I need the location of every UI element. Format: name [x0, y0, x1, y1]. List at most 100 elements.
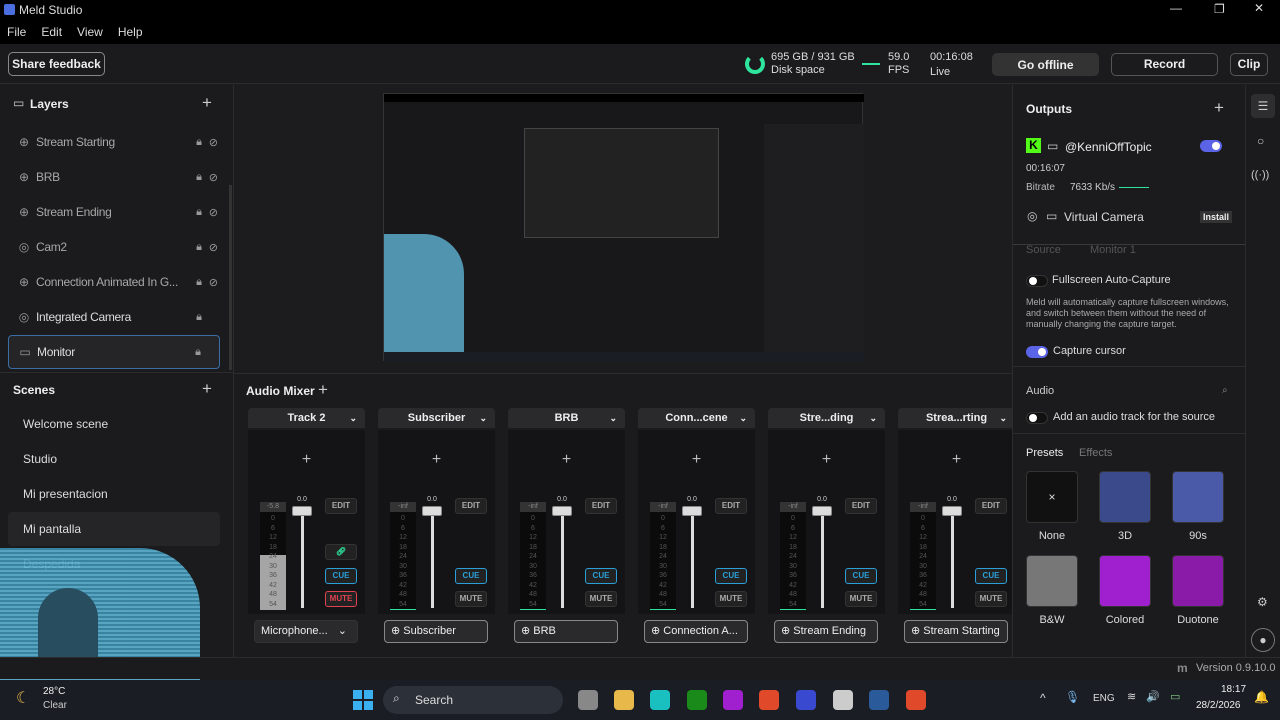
menu-view[interactable]: View — [77, 25, 103, 39]
preset-thumbnail[interactable] — [1172, 471, 1224, 523]
steam-icon[interactable] — [869, 690, 889, 710]
app-icon[interactable] — [833, 690, 853, 710]
properties-icon[interactable]: ☰ — [1251, 94, 1275, 118]
menu-edit[interactable]: Edit — [41, 25, 63, 39]
edit-button[interactable]: EDIT — [585, 498, 617, 514]
mute-button[interactable]: MUTE — [585, 591, 617, 607]
volume-fader-track[interactable] — [431, 512, 434, 608]
edit-button[interactable]: EDIT — [455, 498, 487, 514]
add-filter-button[interactable]: + — [378, 430, 495, 490]
share-feedback-button[interactable]: Share feedback — [8, 52, 105, 76]
volume-fader-track[interactable] — [561, 512, 564, 608]
mute-button[interactable]: MUTE — [715, 591, 747, 607]
lock-icon[interactable]: 🔒︎ — [196, 275, 202, 288]
track-source-button[interactable]: ⊕ Stream Starting — [904, 620, 1008, 643]
edit-button[interactable]: EDIT — [325, 498, 357, 514]
volume-fader-handle[interactable] — [682, 506, 702, 516]
preset-thumbnail[interactable] — [1026, 555, 1078, 607]
file-explorer-icon[interactable] — [614, 690, 634, 710]
clock-date[interactable]: 28/2/2026 — [1196, 700, 1241, 711]
mute-button[interactable]: MUTE — [975, 591, 1007, 607]
volume-fader-handle[interactable] — [942, 506, 962, 516]
cue-button[interactable]: CUE — [715, 568, 747, 584]
cue-button[interactable]: CUE — [585, 568, 617, 584]
scene-item[interactable]: Welcome scene — [8, 407, 220, 441]
track-header[interactable]: Conn...cene ⌄ — [638, 408, 755, 428]
layer-item[interactable]: ⊕ Stream Starting 🔒︎ ⊘ — [8, 125, 220, 159]
volume-fader-handle[interactable] — [812, 506, 832, 516]
add-filter-button[interactable]: + — [508, 430, 625, 490]
lock-icon[interactable]: 🔒︎ — [196, 240, 202, 253]
layer-item[interactable]: ▭ Monitor 🔒︎ — [8, 335, 220, 369]
account-avatar-icon[interactable]: ● — [1251, 628, 1275, 652]
preview-canvas[interactable] — [234, 85, 1012, 373]
add-filter-button[interactable]: + — [768, 430, 885, 490]
chevron-down-icon[interactable]: ⌄ — [479, 413, 487, 423]
broadcast-icon[interactable]: ((·)) — [1251, 169, 1270, 181]
minimize-button[interactable]: — — [1170, 1, 1182, 15]
lock-icon[interactable]: 🔒︎ — [195, 345, 201, 358]
add-layer-button[interactable]: + — [202, 93, 212, 112]
cue-button[interactable]: CUE — [845, 568, 877, 584]
menu-help[interactable]: Help — [117, 25, 143, 39]
clip-button[interactable]: Clip — [1230, 53, 1268, 76]
mute-button[interactable]: MUTE — [845, 591, 877, 607]
track-source-button[interactable]: ⊕ Stream Ending — [774, 620, 878, 643]
lock-icon[interactable]: 🔒︎ — [196, 170, 202, 183]
language-indicator[interactable]: ENG — [1093, 693, 1115, 704]
lock-icon[interactable]: 🔒︎ — [196, 135, 202, 148]
taskbar-search[interactable]: ⌕ Search — [383, 686, 563, 714]
edit-button[interactable]: EDIT — [975, 498, 1007, 514]
add-scene-button[interactable]: + — [202, 379, 212, 398]
edit-button[interactable]: EDIT — [715, 498, 747, 514]
xbox-icon[interactable] — [687, 690, 707, 710]
brave-icon[interactable] — [759, 690, 779, 710]
layer-item[interactable]: ⊕ Connection Animated In G... 🔒︎ ⊘ — [8, 265, 220, 299]
battery-icon[interactable]: ▭ — [1170, 691, 1181, 703]
menu-file[interactable]: File — [7, 25, 27, 39]
preset-thumbnail[interactable] — [1172, 555, 1224, 607]
windows-start-icon[interactable] — [353, 690, 373, 710]
track-header[interactable]: Stre...ding ⌄ — [768, 408, 885, 428]
chat-icon[interactable]: ○ — [1257, 134, 1265, 148]
scene-item[interactable]: Studio — [8, 442, 220, 476]
tab-effects[interactable]: Effects — [1079, 447, 1113, 459]
track-source-button[interactable]: ⊕ BRB — [514, 620, 618, 643]
audio-scan-icon[interactable]: ⌕ — [1222, 385, 1228, 396]
chevron-down-icon[interactable]: ⌄ — [739, 413, 747, 423]
source-select[interactable]: Monitor 1 — [1090, 244, 1136, 256]
microphone-icon[interactable]: 🎙 — [1065, 690, 1081, 704]
track-header[interactable]: BRB ⌄ — [508, 408, 625, 428]
preset-thumbnail[interactable] — [1099, 471, 1151, 523]
track-source-button[interactable]: ⊕ Subscriber — [384, 620, 488, 643]
brave-icon[interactable] — [906, 690, 926, 710]
track-header[interactable]: Track 2 ⌄ — [248, 408, 365, 428]
track-source-button[interactable]: Microphone... ⌄ — [254, 620, 358, 643]
layer-item[interactable]: ◎ Integrated Camera 🔒︎ — [8, 300, 220, 334]
eye-hidden-icon[interactable]: ⊘ — [208, 136, 218, 149]
chevron-down-icon[interactable]: ⌄ — [869, 413, 877, 423]
volume-fader-track[interactable] — [301, 512, 304, 608]
link-icon[interactable]: 🔗︎ — [325, 544, 357, 560]
layer-item[interactable]: ◎ Cam2 🔒︎ ⊘ — [8, 230, 220, 264]
lock-icon[interactable]: 🔒︎ — [196, 205, 202, 218]
wifi-icon[interactable]: ≋ — [1127, 691, 1137, 703]
eye-hidden-icon[interactable]: ⊘ — [208, 171, 218, 184]
tray-overflow-icon[interactable]: ^ — [1040, 691, 1046, 705]
cue-button[interactable]: CUE — [975, 568, 1007, 584]
record-button[interactable]: Record — [1111, 53, 1218, 76]
weather-desc[interactable]: Clear — [43, 700, 67, 711]
fullscreen-auto-capture-toggle[interactable] — [1026, 275, 1048, 287]
volume-fader-track[interactable] — [821, 512, 824, 608]
volume-fader-track[interactable] — [691, 512, 694, 608]
layers-scrollbar[interactable] — [229, 185, 232, 370]
track-source-button[interactable]: ⊕ Connection A... — [644, 620, 748, 643]
task-view-icon[interactable] — [578, 690, 598, 710]
output-enable-toggle[interactable] — [1200, 140, 1222, 152]
go-offline-button[interactable]: Go offline — [992, 53, 1099, 76]
cue-button[interactable]: CUE — [325, 568, 357, 584]
weather-temp[interactable]: 28°C — [43, 686, 66, 697]
lock-icon[interactable]: 🔒︎ — [196, 310, 202, 323]
scene-item[interactable]: Mi presentacion — [8, 477, 220, 511]
close-button[interactable]: ✕ — [1254, 1, 1265, 15]
